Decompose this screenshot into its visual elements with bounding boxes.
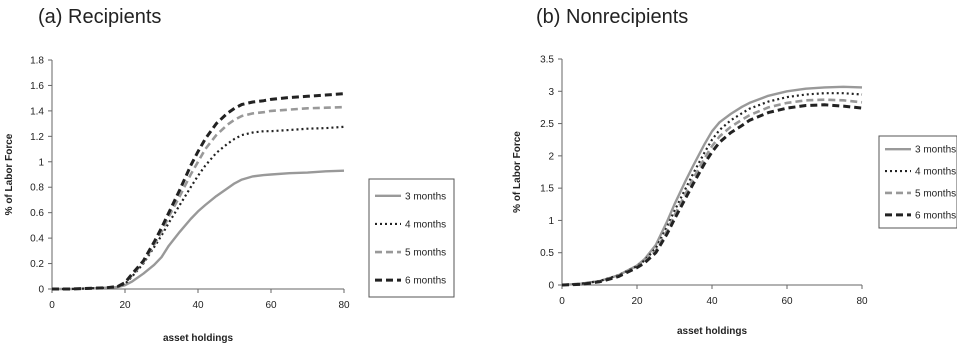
y-tick-label: 0 <box>548 281 554 292</box>
y-axis-label: % of Labor Force <box>4 133 15 215</box>
y-tick-label: 1.8 <box>30 56 44 67</box>
x-tick-label: 80 <box>338 300 350 311</box>
y-tick-label: 1 <box>548 216 554 227</box>
y-tick-label: 1.4 <box>30 106 44 117</box>
legend-box <box>878 135 957 229</box>
chart-title: (b) Nonrecipients <box>536 6 689 28</box>
x-tick-label: 80 <box>856 296 868 307</box>
y-tick-label: 1 <box>38 157 44 168</box>
legend-label: 6 months <box>915 210 956 221</box>
y-tick-label: 3.5 <box>540 55 554 66</box>
y-tick-label: 3 <box>548 87 554 98</box>
legend-label: 6 months <box>405 276 446 287</box>
chart-recipients: 0 0.2 0.4 0.6 0.8 1 1.2 1.4 1.6 1.8 0 20 40 60 80 asset… <box>4 56 455 344</box>
chart-panel-recipients: (a) Recipients 0 0.2 0.4 0.6 0.8 1 1.2 1.4 1.6 1.… <box>0 0 478 347</box>
y-tick-label: 1.6 <box>30 81 44 92</box>
x-tick-label: 20 <box>631 296 643 307</box>
y-tick-label: 0.4 <box>30 234 44 245</box>
x-tick-label: 0 <box>559 296 565 307</box>
series-line-3-months <box>52 169 345 291</box>
series-line-5-months <box>52 105 345 291</box>
y-tick-label: 0.6 <box>30 208 44 219</box>
series-line-6-months <box>561 103 863 287</box>
legend-label: 3 months <box>405 191 446 202</box>
x-tick-label: 40 <box>706 296 718 307</box>
y-tick-label: 0.2 <box>30 259 44 270</box>
x-tick-label: 20 <box>119 300 131 311</box>
x-tick-label: 60 <box>265 300 277 311</box>
y-tick-label: 1.5 <box>540 184 554 195</box>
y-tick-label: 2 <box>548 151 554 162</box>
series-line-3-months <box>561 85 863 287</box>
x-axis-label: asset holdings <box>677 326 747 337</box>
legend-label: 4 months <box>405 219 446 230</box>
x-tick-label: 60 <box>781 296 793 307</box>
y-tick-label: 0.8 <box>30 183 44 194</box>
x-tick-label: 40 <box>192 300 204 311</box>
series-line-4-months <box>561 92 863 287</box>
y-axis-label: % of Labor Force <box>512 131 523 213</box>
chart-nonrecipients: 0 0.5 1 1.5 2 2.5 3 3.5 0 20 40 60 80 asset holdings%… <box>512 55 957 337</box>
chart-panel-nonrecipients: (b) Nonrecipients 0 0.5 1 1.5 2 2.5 3 3.5 0 20 40 6… <box>478 0 957 347</box>
y-tick-label: 1.2 <box>30 132 44 143</box>
legend-label: 4 months <box>915 167 956 178</box>
legend-label: 5 months <box>915 188 956 199</box>
x-axis-label: asset holdings <box>163 333 233 344</box>
y-tick-label: 0.5 <box>540 248 554 259</box>
legend: 3 months 4 months 5 months 6 months <box>878 135 957 229</box>
legend: 3 months 4 months 5 months 6 months <box>368 178 455 298</box>
legend-label: 5 months <box>405 248 446 259</box>
chart-title: (a) Recipients <box>38 6 162 28</box>
legend-label: 3 months <box>915 145 956 156</box>
legend-box <box>368 178 455 298</box>
y-tick-label: 2.5 <box>540 119 554 130</box>
y-tick-label: 0 <box>38 285 44 296</box>
series-line-5-months <box>561 98 863 287</box>
series-line-6-months <box>52 92 345 291</box>
x-tick-label: 0 <box>49 300 55 311</box>
